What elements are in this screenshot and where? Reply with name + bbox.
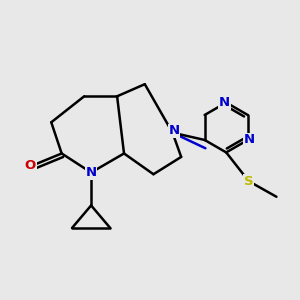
Text: N: N <box>85 166 97 179</box>
Text: N: N <box>219 96 230 109</box>
Text: N: N <box>169 124 180 137</box>
Text: N: N <box>244 134 255 146</box>
Text: O: O <box>25 159 36 172</box>
Text: S: S <box>244 175 254 188</box>
